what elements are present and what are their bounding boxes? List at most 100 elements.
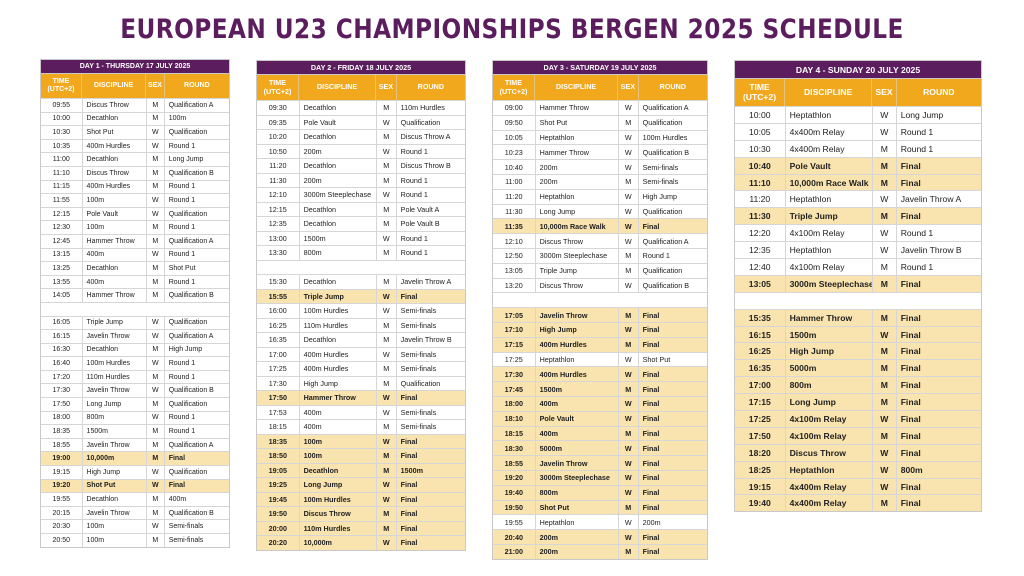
schedule-row-final: 15:55 Triple Jump W Final [257, 288, 465, 303]
cell-discipline: 400m Hurdles [298, 347, 376, 361]
cell-discipline: Long Jump [534, 204, 618, 219]
schedule-row: 19:15 High Jump W Qualification [41, 465, 229, 479]
schedule-row-final: 19:00 10,000m M Final [41, 451, 229, 466]
cell-sex: M [375, 101, 396, 115]
cell-time: 11:55 [52, 196, 70, 204]
column-headers: TIME (UTC+2) DISCIPLINE SEX ROUND [257, 74, 465, 100]
cell-discipline: Heptathlon [534, 130, 618, 145]
schedule-row: 13:05 Triple Jump M Qualification [493, 262, 707, 278]
cell-sex: W [617, 367, 638, 382]
cell-sex: M [145, 234, 164, 248]
cell-discipline: 100m [81, 221, 146, 234]
schedule-row-final: 19:25 Long Jump W Final [257, 477, 465, 492]
schedule-row-final: 13:05 3000m Steeplechase M Final [735, 274, 981, 292]
cell-time: 17:25 [504, 354, 523, 364]
schedule-row: 18:35 1500m M Round 1 [41, 424, 229, 438]
cell-time: 09:50 [504, 118, 523, 128]
cell-sex: W [145, 466, 164, 479]
column-header-round: ROUND [395, 75, 465, 100]
cell-time: 19:00 [52, 455, 71, 463]
cell-time: 17:50 [748, 430, 771, 441]
schedule-row-final: 11:10 10,000m Race Walk M Final [735, 173, 981, 191]
schedule-row: 10:00 Decathlon M 100m [41, 111, 229, 126]
column-headers: TIME (UTC+2) DISCIPLINE SEX ROUND [493, 74, 707, 100]
cell-sex: M [375, 159, 396, 173]
cell-time: 13:00 [268, 233, 287, 243]
cell-time: 11:30 [505, 206, 523, 216]
cell-time: 11:35 [504, 221, 523, 231]
cell-time: 16:25 [268, 320, 287, 330]
cell-time: 18:30 [504, 443, 523, 453]
cell-sex: M [145, 425, 164, 438]
cell-sex: W [617, 219, 638, 234]
cell-round: Round 1 [395, 231, 465, 245]
cell-sex: M [617, 426, 638, 441]
page-title: EUROPEAN U23 CHAMPIONSHIPS BERGEN 2025 S… [120, 14, 904, 45]
cell-time: 18:55 [504, 458, 523, 468]
cell-time: 18:15 [268, 422, 287, 432]
cell-sex: W [375, 536, 396, 550]
schedule-row: 16:25 110m Hurdles M Semi-finals [257, 317, 465, 332]
schedule-row: 17:25 400m Hurdles M Semi-finals [257, 361, 465, 376]
cell-discipline: Decathlon [81, 153, 146, 166]
schedule-row: 19:55 Decathlon M 400m [41, 492, 229, 506]
cell-round: Semi-finals [395, 318, 465, 332]
cell-discipline: 10,000m [298, 536, 376, 550]
cell-sex: M [375, 217, 396, 231]
schedule-row: 11:30 200m M Round 1 [257, 172, 465, 187]
cell-discipline: 4x400m Relay [784, 123, 872, 140]
cell-discipline: 1500m [534, 382, 618, 396]
cell-time: 18:00 [52, 414, 71, 422]
cell-round: 400m [163, 493, 229, 506]
cell-discipline: 400m Hurdles [81, 180, 146, 194]
cell-discipline: 5000m [534, 441, 618, 456]
cell-discipline: Heptathlon [784, 107, 872, 123]
schedule-row: 09:35 Pole Vault W Qualification [257, 114, 465, 129]
cell-discipline: 110m Hurdles [81, 370, 146, 384]
cell-discipline: Discus Throw [534, 278, 618, 293]
cell-round: Final [637, 308, 707, 322]
schedule-row: 10:35 400m Hurdles W Round 1 [41, 138, 229, 153]
schedule-row: 16:05 Triple Jump W Qualification [41, 315, 229, 330]
cell-discipline: 4x100m Relay [784, 411, 872, 427]
cell-sex: W [871, 411, 896, 427]
schedule-row-final: 19:50 Discus Throw M Final [257, 506, 465, 521]
cell-discipline: Discus Throw [81, 99, 146, 112]
schedule-row: 10:23 Hammer Throw W Qualification B [493, 144, 707, 160]
schedule-row-final: 19:40 4x400m Relay M Final [735, 494, 981, 512]
schedule-row: 11:00 Decathlon M Long Jump [41, 152, 229, 166]
cell-round: Qualification [163, 466, 229, 479]
cell-discipline: 100m Hurdles [81, 357, 146, 370]
cell-sex: M [145, 493, 164, 506]
column-header-time: TIME (UTC+2) [263, 78, 292, 96]
column-header-time: TIME (UTC+2) [499, 78, 528, 96]
cell-round: Final [395, 536, 465, 550]
cell-time: 17:45 [504, 384, 523, 394]
cell-round: High Jump [637, 189, 707, 204]
cell-round: Final [895, 309, 981, 326]
cell-round: Final [895, 394, 981, 411]
cell-discipline: Heptathlon [534, 352, 618, 367]
cell-discipline: 4x400m Relay [784, 140, 872, 157]
cell-round: Semi-finals [395, 362, 465, 376]
cell-time: 13:20 [504, 280, 523, 290]
cell-discipline: 100m [298, 449, 376, 463]
cell-discipline: 10,000m [81, 452, 146, 466]
cell-time: 19:15 [52, 468, 71, 476]
cell-round: Final [395, 434, 465, 448]
cell-time: 11:00 [505, 177, 523, 187]
schedule-row: 11:55 100m W Round 1 [41, 193, 229, 207]
cell-discipline: Long Jump [784, 394, 872, 411]
cell-sex: W [871, 123, 896, 140]
cell-sex: M [375, 362, 396, 376]
cell-discipline: Decathlon [81, 262, 146, 275]
cell-discipline: Decathlon [298, 333, 376, 347]
cell-round: Round 1 [895, 225, 981, 242]
cell-sex: M [617, 174, 638, 189]
cell-sex: M [375, 420, 396, 434]
schedule-row: 11:00 200m M Semi-finals [493, 173, 707, 189]
cell-round: Final [637, 337, 707, 352]
cell-round: Qualification A [637, 234, 707, 248]
cell-round: Final [395, 478, 465, 492]
cell-discipline: Javelin Throw [534, 308, 618, 322]
